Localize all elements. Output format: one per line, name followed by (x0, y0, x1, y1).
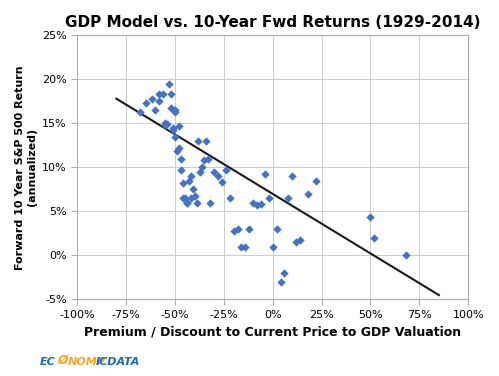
Title: GDP Model vs. 10-Year Fwd Returns (1929-2014): GDP Model vs. 10-Year Fwd Returns (1929-… (65, 15, 481, 30)
Point (159, 91, 167, 97)
Point (230, 228, 238, 234)
Point (161, 120, 169, 126)
Point (177, 156, 185, 162)
Point (269, 244, 277, 250)
Point (171, 109, 179, 115)
Point (292, 239, 300, 245)
Point (163, 121, 171, 127)
Point (402, 252, 410, 258)
Point (136, 109, 144, 115)
Point (193, 200, 201, 206)
X-axis label: Premium / Discount to Current Price to GDP Valuation: Premium / Discount to Current Price to G… (84, 326, 461, 338)
Point (177, 167, 185, 173)
Point (226, 195, 234, 201)
Point (183, 200, 191, 206)
Text: EC: EC (40, 356, 56, 367)
Point (253, 202, 261, 208)
Point (173, 148, 181, 154)
Point (152, 107, 160, 113)
Point (366, 214, 374, 220)
Point (167, 105, 175, 111)
Point (257, 202, 265, 208)
Point (222, 167, 230, 173)
Point (167, 91, 175, 97)
Point (202, 138, 210, 144)
Point (304, 191, 312, 197)
Point (199, 164, 207, 170)
Text: NOMP: NOMP (67, 356, 105, 367)
Point (148, 96, 156, 102)
Point (214, 173, 222, 179)
Point (265, 195, 273, 201)
Point (189, 186, 197, 193)
Point (296, 238, 304, 244)
Text: Ø: Ø (57, 353, 68, 367)
Point (155, 91, 163, 97)
Point (187, 173, 195, 179)
Point (272, 226, 280, 232)
Point (204, 156, 212, 162)
Point (169, 125, 177, 131)
Point (197, 169, 205, 175)
Point (165, 81, 173, 87)
Point (261, 171, 269, 177)
Point (246, 226, 253, 232)
Point (175, 123, 183, 129)
Point (201, 157, 209, 163)
Point (195, 138, 203, 144)
Point (210, 169, 218, 175)
Point (249, 200, 257, 206)
Point (185, 177, 193, 183)
Point (234, 226, 242, 232)
Point (284, 195, 292, 201)
Point (179, 195, 187, 201)
Point (206, 200, 214, 206)
Point (218, 179, 226, 185)
Point (175, 145, 183, 151)
Point (280, 270, 288, 276)
Point (183, 200, 191, 206)
Point (169, 127, 177, 133)
Point (181, 195, 189, 201)
Point (276, 279, 284, 285)
Point (238, 244, 246, 250)
Point (242, 244, 250, 250)
Point (171, 133, 179, 139)
Point (288, 173, 296, 179)
Point (171, 107, 179, 113)
Y-axis label: Forward 10 Year S&P 500 Return
(annualized): Forward 10 Year S&P 500 Return (annualiz… (15, 65, 36, 270)
Point (370, 235, 378, 241)
Point (312, 177, 320, 183)
Point (191, 193, 199, 199)
Point (155, 99, 163, 105)
Point (179, 180, 187, 186)
Text: ICDATA: ICDATA (96, 356, 140, 367)
Point (161, 122, 169, 128)
Point (142, 100, 150, 106)
Point (187, 195, 195, 201)
